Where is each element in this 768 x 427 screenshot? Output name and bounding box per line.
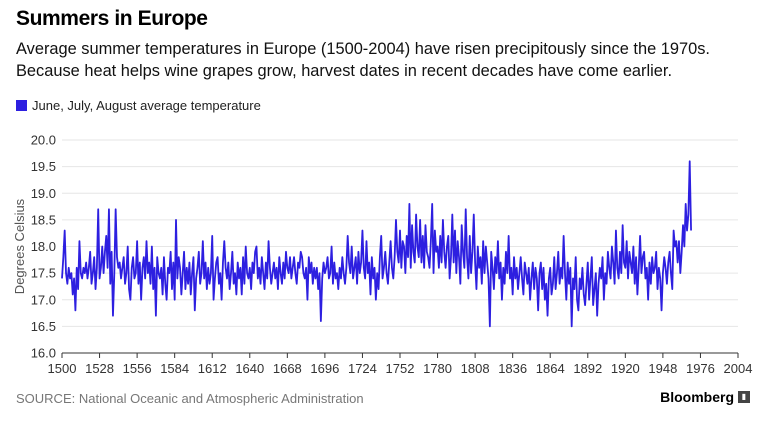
x-tick-label: 1836 xyxy=(498,361,527,376)
x-tick-label: 1612 xyxy=(198,361,227,376)
x-tick-label: 1668 xyxy=(273,361,302,376)
brand-name: Bloomberg xyxy=(660,389,734,405)
y-tick-label: 20.0 xyxy=(31,133,56,148)
x-tick-label: 1724 xyxy=(348,361,377,376)
x-tick-label: 1948 xyxy=(648,361,677,376)
y-axis-label: Degrees Celsius xyxy=(12,198,27,294)
y-tick-label: 16.0 xyxy=(31,346,56,361)
y-tick-label: 19.5 xyxy=(31,159,56,174)
y-tick-label: 17.0 xyxy=(31,292,56,307)
x-tick-label: 1892 xyxy=(573,361,602,376)
x-tick-label: 1808 xyxy=(461,361,490,376)
x-axis-ticks: 1500 1528 1556 1584 1612 1640 1668 1696 1724 1752… xyxy=(48,353,753,376)
legend-label: June, July, August average temperature xyxy=(32,98,261,113)
x-tick-label: 1920 xyxy=(611,361,640,376)
x-tick-label: 1500 xyxy=(48,361,77,376)
chart-title: Summers in Europe xyxy=(16,7,208,30)
x-tick-label: 1640 xyxy=(235,361,264,376)
legend-swatch xyxy=(16,100,27,111)
y-tick-label: 17.5 xyxy=(31,266,56,281)
source-note: SOURCE: National Oceanic and Atmospheric… xyxy=(16,391,364,406)
x-tick-label: 1752 xyxy=(386,361,415,376)
brand-chart-icon: ▮ xyxy=(738,391,750,403)
y-tick-label: 18.0 xyxy=(31,239,56,254)
chart-subtitle: Average summer temperatures in Europe (1… xyxy=(16,40,710,80)
brand-logo: Bloomberg ▮ xyxy=(660,389,750,405)
x-tick-label: 1696 xyxy=(310,361,339,376)
series-line xyxy=(61,160,692,328)
x-tick-label: 1780 xyxy=(423,361,452,376)
x-tick-label: 1556 xyxy=(123,361,152,376)
y-tick-label: 19.0 xyxy=(31,186,56,201)
x-tick-label: 1864 xyxy=(536,361,565,376)
x-tick-label: 1976 xyxy=(686,361,715,376)
y-tick-label: 16.5 xyxy=(31,319,56,334)
x-tick-label: 2004 xyxy=(724,361,753,376)
y-axis-ticks: 16.0 16.5 17.0 17.5 18.0 18.5 19.0 19.5 20.0 xyxy=(31,133,56,361)
x-tick-label: 1584 xyxy=(160,361,189,376)
x-tick-label: 1528 xyxy=(85,361,114,376)
y-tick-label: 18.5 xyxy=(31,212,56,227)
legend: June, July, August average temperature xyxy=(16,98,261,113)
